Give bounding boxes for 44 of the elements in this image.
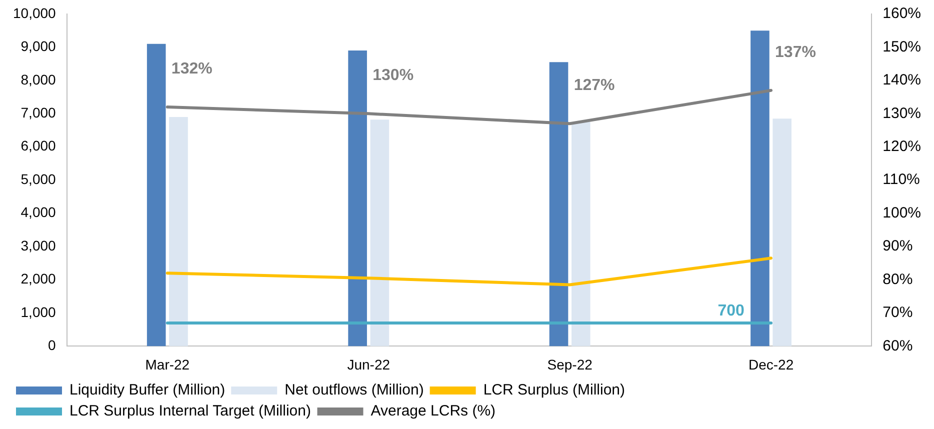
y-tick-label: 7,000 <box>20 104 56 121</box>
x-tick-label: Sep-22 <box>547 356 593 372</box>
y-tick-label: 3,000 <box>20 237 56 254</box>
x-tick-label: Jun-22 <box>347 356 390 372</box>
y-tick-label: 6,000 <box>20 138 56 154</box>
y-tick-label: 1,000 <box>20 304 56 320</box>
bar <box>348 50 367 346</box>
data-label: 132% <box>171 60 212 78</box>
legend-label: Average LCRs (%) <box>370 402 496 420</box>
data-label: 137% <box>775 44 816 61</box>
bar <box>750 30 770 346</box>
data-label: 127% <box>574 77 615 94</box>
y-tick-label: 0 <box>48 337 56 354</box>
bar <box>169 116 188 346</box>
y-tick-label: 5,000 <box>20 170 56 187</box>
legend-label: Net outflows (Million) <box>284 382 424 399</box>
y-tick-label: 2,000 <box>20 270 56 287</box>
bar <box>571 122 590 346</box>
legend-label: Liquidity Buffer (Million) <box>70 382 226 399</box>
x-tick-label: Dec-22 <box>748 356 794 372</box>
y2-tick-label: 140% <box>882 72 922 89</box>
data-label: 130% <box>372 67 414 84</box>
legend-label: LCR Surplus Internal Target (Million) <box>70 402 311 420</box>
bar <box>772 118 792 346</box>
y2-tick-label: 110% <box>882 171 920 188</box>
y2-tick-label: 130% <box>882 104 922 122</box>
y2-tick-label: 60% <box>882 337 913 354</box>
bar <box>370 120 390 346</box>
bar <box>549 62 568 346</box>
y-tick-label: 9,000 <box>20 38 56 54</box>
y2-tick-label: 150% <box>882 38 922 56</box>
y2-tick-label: 70% <box>882 304 913 322</box>
y2-tick-label: 120% <box>882 138 922 156</box>
y-tick-label: 10,000 <box>12 4 56 21</box>
y2-tick-label: 160% <box>882 5 922 22</box>
bar <box>146 44 166 346</box>
y2-tick-label: 80% <box>882 270 913 288</box>
data-label: 700 <box>718 302 744 320</box>
y-tick-label: 8,000 <box>20 71 56 88</box>
x-tick-label: Mar-22 <box>145 356 190 372</box>
y2-tick-label: 100% <box>882 204 922 222</box>
y-tick-label: 4,000 <box>20 204 56 220</box>
legend-label: LCR Surplus (Million) <box>483 382 626 399</box>
y2-tick-label: 90% <box>882 238 913 255</box>
